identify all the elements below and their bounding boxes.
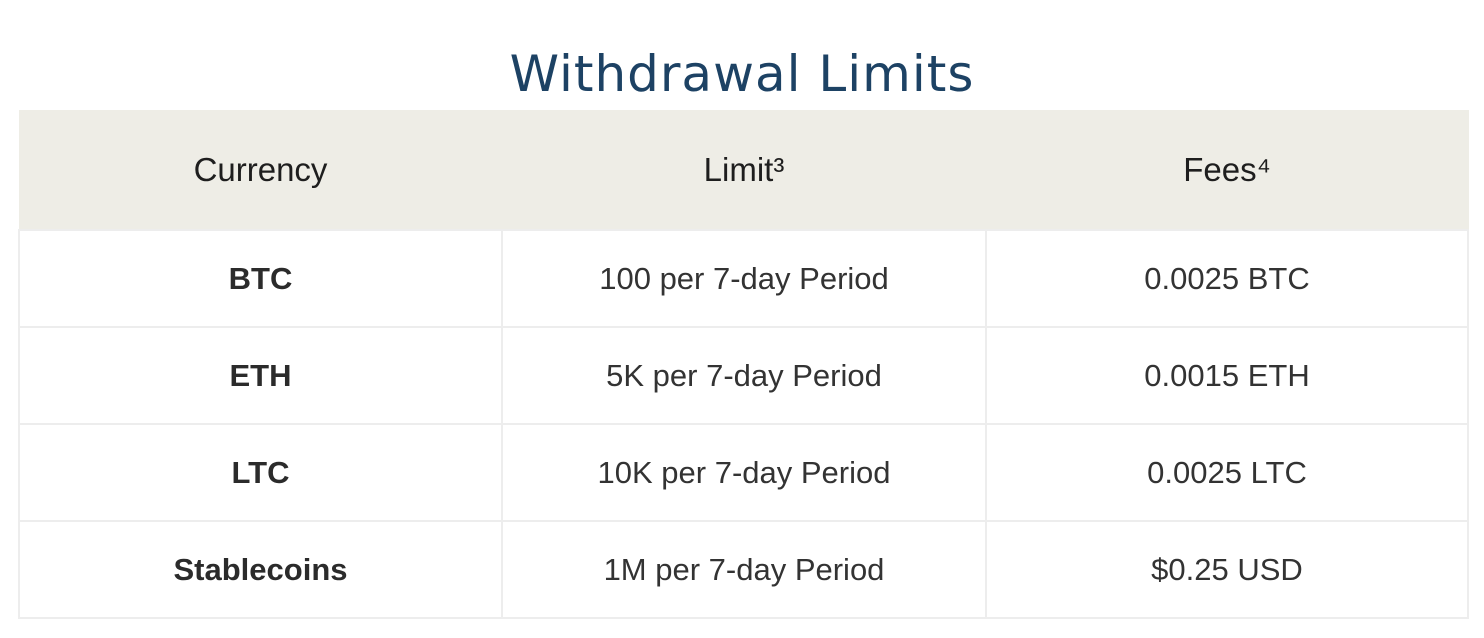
table-row: BTC 100 per 7-day Period 0.0025 BTC [18, 229, 1469, 328]
currency-cell: ETH [18, 326, 503, 425]
limit-cell: 100 per 7-day Period [501, 229, 987, 328]
page-title: Withdrawal Limits [509, 44, 975, 103]
fee-cell: $0.25 USD [985, 520, 1469, 619]
fee-cell: 0.0025 BTC [985, 229, 1469, 328]
limit-cell: 1M per 7-day Period [501, 520, 987, 619]
fee-cell: 0.0025 LTC [985, 423, 1469, 522]
table-header: Currency Limit³ Fees⁴ [18, 110, 1469, 231]
limit-cell: 10K per 7-day Period [501, 423, 987, 522]
header-row: Currency Limit³ Fees⁴ [18, 110, 1469, 231]
column-header-currency: Currency [18, 110, 503, 231]
table-row: Stablecoins 1M per 7-day Period $0.25 US… [18, 520, 1469, 619]
column-header-fees: Fees⁴ [985, 110, 1469, 231]
limit-cell: 5K per 7-day Period [501, 326, 987, 425]
currency-cell: Stablecoins [18, 520, 503, 619]
currency-cell: BTC [18, 229, 503, 328]
column-header-limit: Limit³ [501, 110, 987, 231]
withdrawal-limits-table: Currency Limit³ Fees⁴ BTC 100 per 7-day … [18, 110, 1469, 619]
table-row: ETH 5K per 7-day Period 0.0015 ETH [18, 326, 1469, 425]
currency-cell: LTC [18, 423, 503, 522]
table-body: BTC 100 per 7-day Period 0.0025 BTC ETH … [18, 229, 1469, 619]
fee-cell: 0.0015 ETH [985, 326, 1469, 425]
table-row: LTC 10K per 7-day Period 0.0025 LTC [18, 423, 1469, 522]
